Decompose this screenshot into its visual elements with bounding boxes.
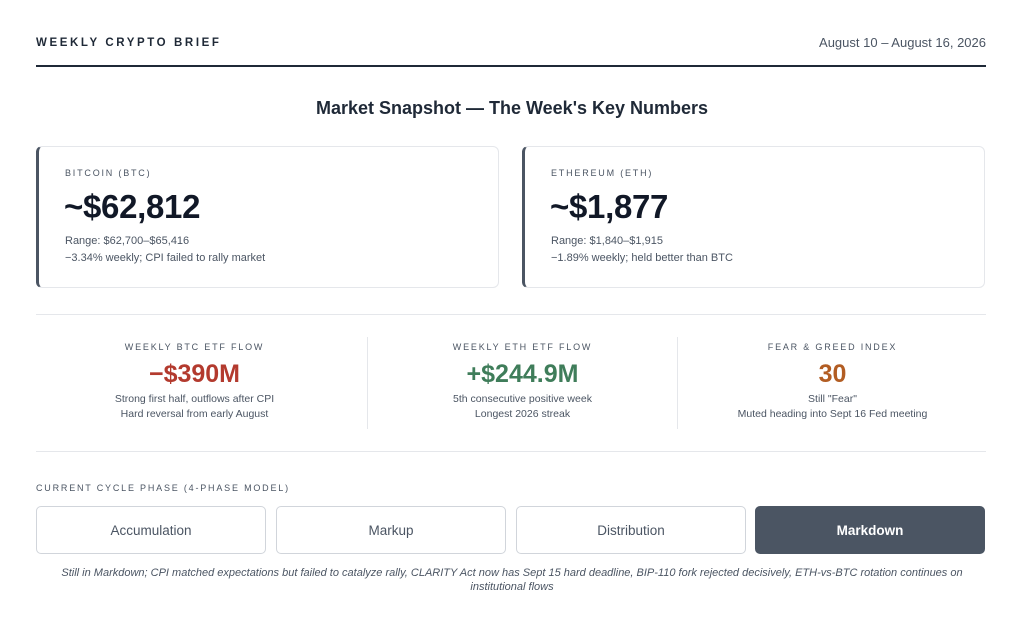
eth-etf-stat: WEEKLY ETH ETF FLOW +$244.9M 5th consecu…: [367, 337, 678, 429]
eth-etf-value: +$244.9M: [466, 360, 579, 388]
cycle-footnote: Still in Markdown; CPI matched expectati…: [61, 567, 963, 593]
eth-etf-note: 5th consecutive positive week: [453, 393, 592, 405]
btc-etf-stat: WEEKLY BTC ETF FLOW −$390M Strong first …: [36, 337, 353, 429]
phase-accumulation[interactable]: Accumulation: [36, 506, 266, 554]
eth-range: Range: $1,840–$1,915: [551, 235, 663, 247]
fear-greed-stat: FEAR & GREED INDEX 30 Still "Fear" Muted…: [679, 337, 986, 429]
phase-markdown-active[interactable]: Markdown: [755, 506, 985, 554]
btc-note: −3.34% weekly; CPI failed to rally marke…: [65, 252, 266, 264]
btc-etf-note: Strong first half, outflows after CPI: [114, 393, 275, 405]
cycle-phase-label: CURRENT CYCLE PHASE (4-PHASE MODEL): [36, 483, 290, 493]
report-header: WEEKLY CRYPTO BRIEF August 10 – August 1…: [36, 34, 986, 67]
btc-card: BITCOIN (BTC) ~$62,812 Range: $62,700–$6…: [36, 146, 499, 288]
date-range: August 10 – August 16, 2026: [819, 35, 986, 50]
eth-etf-note-2: Longest 2026 streak: [474, 408, 571, 420]
eth-price: ~$1,877: [550, 188, 669, 225]
brand-title: WEEKLY CRYPTO BRIEF: [36, 37, 222, 49]
section-divider: [36, 314, 986, 315]
fear-greed-note: Still "Fear": [808, 393, 857, 405]
eth-note: −1.89% weekly; held better than BTC: [551, 252, 733, 264]
eth-card: ETHEREUM (ETH) ~$1,877 Range: $1,840–$1,…: [522, 146, 985, 288]
btc-etf-note-2: Hard reversal from early August: [120, 408, 269, 420]
btc-etf-value: −$390M: [148, 360, 241, 388]
fear-greed-value: 30: [818, 360, 847, 388]
eth-label: ETHEREUM (ETH): [551, 168, 654, 178]
phase-markup[interactable]: Markup: [276, 506, 506, 554]
btc-label: BITCOIN (BTC): [65, 168, 152, 178]
page-title: Market Snapshot — The Week's Key Numbers: [315, 98, 709, 118]
phase-distribution[interactable]: Distribution: [516, 506, 746, 554]
btc-price: ~$62,812: [64, 188, 201, 225]
btc-etf-label: WEEKLY BTC ETF FLOW: [124, 342, 265, 352]
fear-greed-label: FEAR & GREED INDEX: [767, 342, 898, 352]
section-divider: [36, 451, 986, 452]
eth-etf-label: WEEKLY ETH ETF FLOW: [452, 342, 593, 352]
fear-greed-note-2: Muted heading into Sept 16 Fed meeting: [737, 408, 928, 420]
btc-range: Range: $62,700–$65,416: [65, 235, 190, 247]
